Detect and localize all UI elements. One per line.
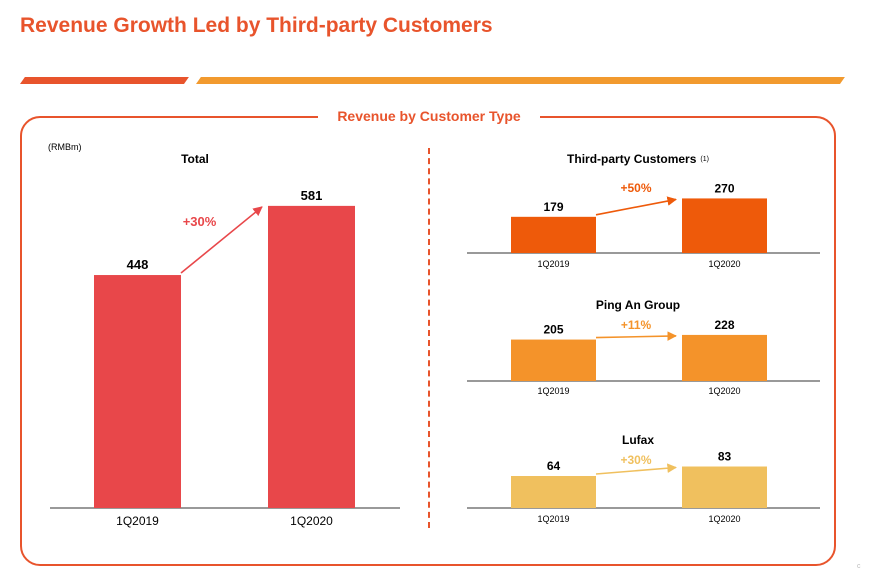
category-label: 1Q2020	[708, 259, 740, 269]
bar-value-label: 64	[547, 459, 561, 473]
growth-arrow	[595, 331, 677, 341]
category-label: 1Q2020	[708, 386, 740, 396]
growth-arrow	[180, 206, 263, 274]
chart-title-note: (1)	[700, 156, 709, 163]
bar	[511, 216, 596, 253]
bar-value-label: 179	[543, 200, 563, 214]
bar-value-label: 581	[301, 188, 323, 203]
bar-value-label: 448	[127, 257, 149, 272]
bar	[511, 476, 596, 508]
category-label: 1Q2020	[708, 514, 740, 524]
unit-label: (RMBm)	[48, 142, 82, 152]
panel-title: Revenue by Customer Type	[318, 104, 540, 128]
bar-value-label: 83	[718, 450, 732, 464]
category-label: 1Q2020	[290, 514, 333, 528]
bar	[682, 334, 767, 381]
panel-divider	[428, 148, 430, 528]
corner-mark: c	[857, 563, 861, 570]
category-label: 1Q2019	[116, 514, 159, 528]
growth-arrow	[595, 463, 677, 475]
bar	[268, 205, 355, 508]
bar	[511, 339, 596, 381]
growth-label: +11%	[621, 318, 652, 332]
growth-arrow	[595, 196, 677, 216]
growth-label: +30%	[620, 453, 651, 467]
growth-label: +30%	[183, 214, 217, 229]
chart-title: Lufax	[622, 433, 654, 447]
bar	[94, 275, 181, 508]
slide-title: Revenue Growth Led by Third-party Custom…	[20, 14, 493, 37]
bar-value-label: 228	[714, 318, 734, 332]
bar	[682, 198, 767, 253]
bar	[682, 466, 767, 508]
growth-label: +50%	[620, 181, 651, 195]
category-label: 1Q2019	[537, 259, 569, 269]
bar-value-label: 270	[714, 181, 734, 195]
chart-title: Third-party Customers (1)	[567, 152, 709, 166]
chart-title: Total	[181, 152, 209, 166]
category-label: 1Q2019	[537, 514, 569, 524]
chart-title: Ping An Group	[596, 298, 680, 312]
bar-value-label: 205	[543, 323, 563, 337]
category-label: 1Q2019	[537, 386, 569, 396]
